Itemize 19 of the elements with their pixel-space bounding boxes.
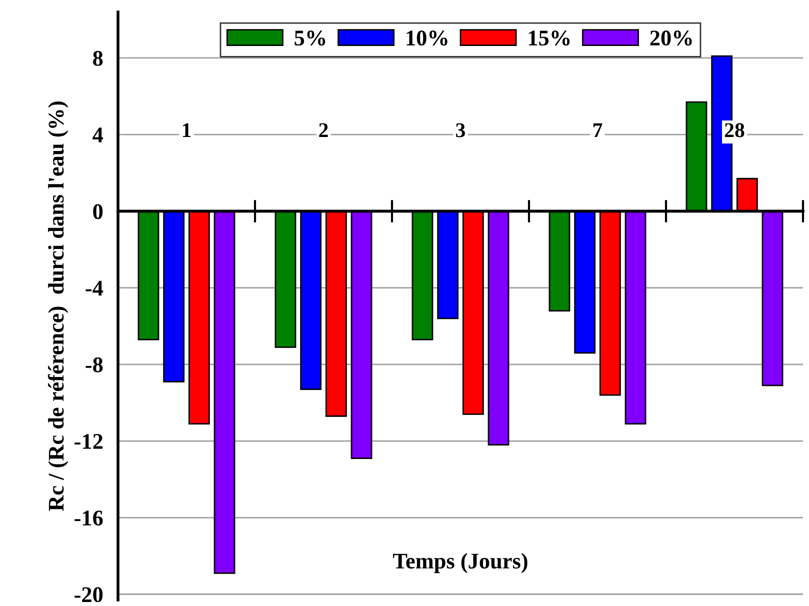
x-axis-title: Temps (Jours)	[393, 552, 528, 574]
x-tick-label: 3	[456, 123, 465, 138]
legend-label: 20%	[650, 30, 692, 46]
y-tick-label: -16	[74, 510, 103, 526]
y-axis-title: Rc / (Rc de référence) durci dans l'eau (%)	[48, 102, 68, 512]
y-tick-label: 4	[92, 128, 104, 142]
x-tick-label: 7	[593, 123, 602, 138]
y-tick-label: 0	[93, 204, 103, 220]
legend-label: 15%	[528, 30, 570, 46]
y-tick-label: -8	[86, 357, 103, 372]
legend-label: 10%	[406, 30, 448, 46]
x-tick-label: 2	[319, 123, 328, 138]
y-tick-label: -12	[74, 434, 102, 449]
y-tick-label: -4	[86, 280, 104, 296]
y-tick-label: 8	[93, 50, 103, 66]
legend-label: 5%	[294, 30, 326, 46]
y-tick-label: -20	[74, 587, 103, 602]
x-tick-label: 28	[724, 123, 744, 138]
x-tick-label: 1	[182, 123, 191, 138]
